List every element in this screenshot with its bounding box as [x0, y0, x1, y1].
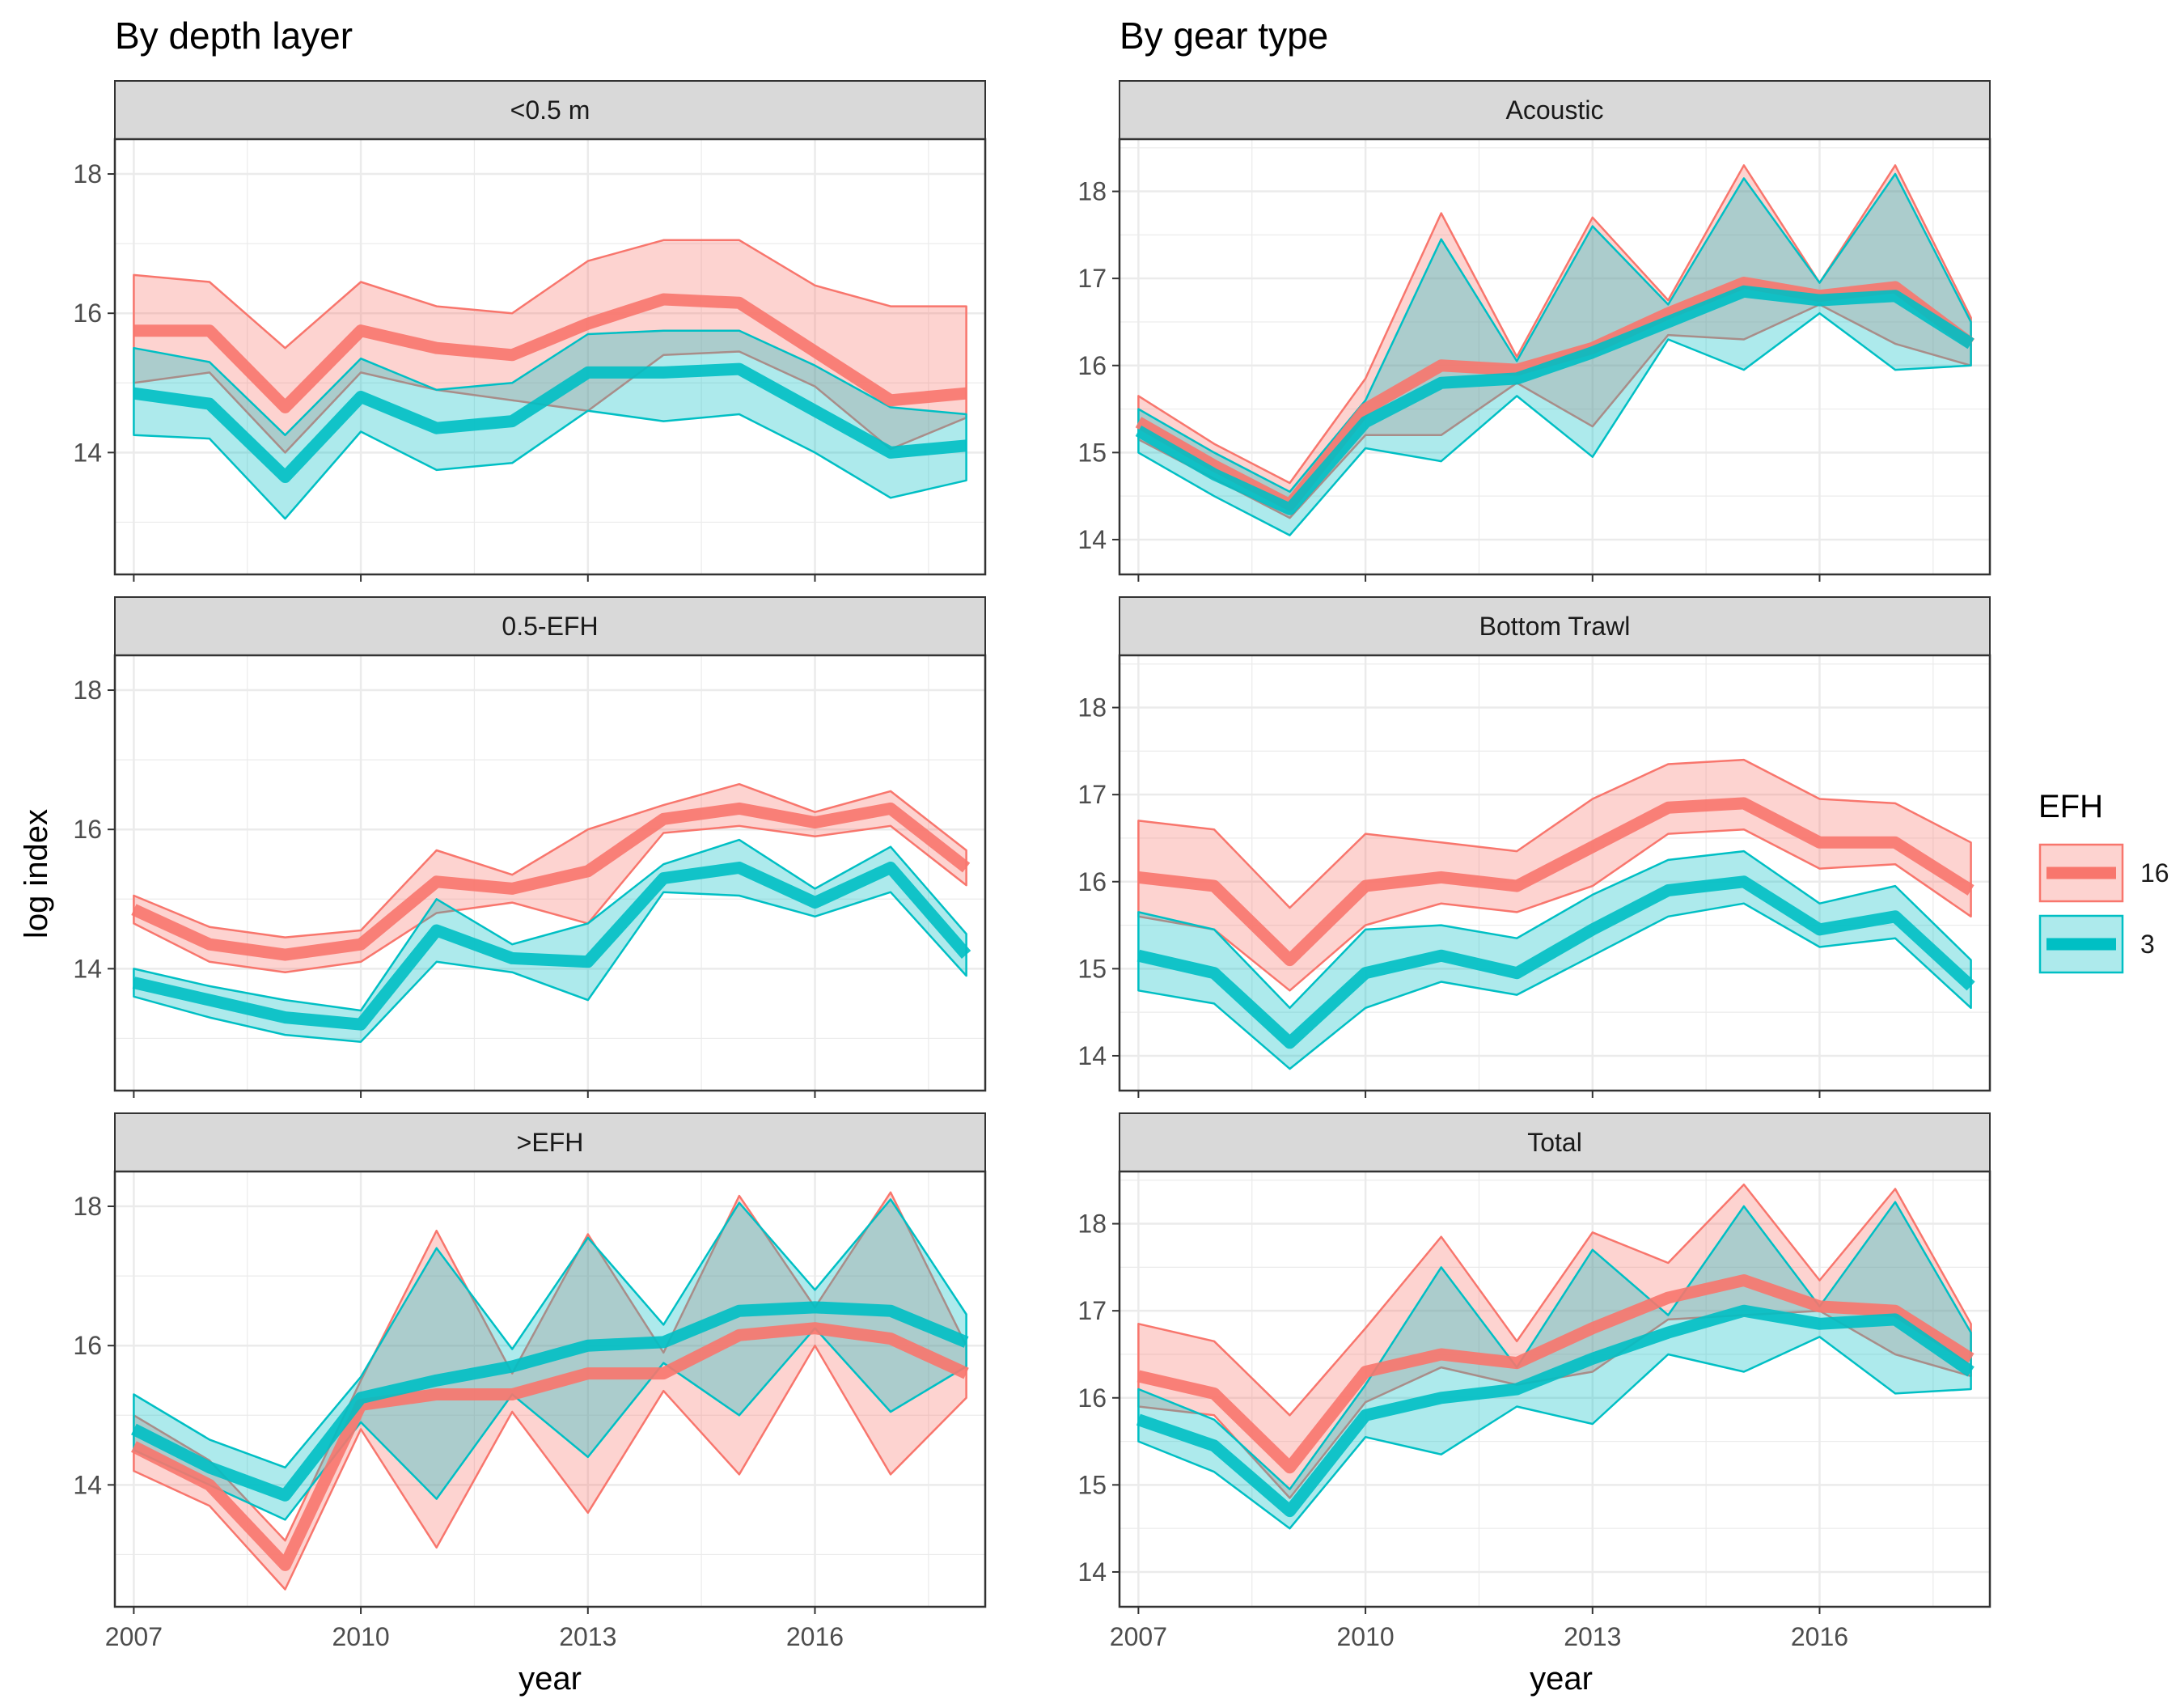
- mean-line-efh-3: [1136, 1304, 1974, 1518]
- y-tick-label: 14: [73, 438, 102, 467]
- legend: EFH 16 3: [2038, 789, 2169, 974]
- y-tick-label: 17: [1077, 780, 1107, 809]
- y-tick-label: 18: [73, 159, 102, 189]
- mean-line-efh-16: [1137, 797, 1974, 967]
- panel-border: [1118, 654, 1991, 1092]
- y-tick-label: 14: [73, 1470, 102, 1499]
- panel-0-5-efh: 0.5-EFH 14 16 18: [73, 596, 987, 1098]
- y-tick-label: 18: [73, 1192, 102, 1221]
- panel-total: Total 14 15 16 17 18 2007 2010 2013 2016: [1077, 1112, 1991, 1651]
- y-tick-label: 14: [1077, 1041, 1107, 1070]
- x-axis-title-right: year: [1530, 1661, 1593, 1697]
- x-tick-label: 2007: [1110, 1622, 1167, 1651]
- strip-total: [1119, 1112, 1991, 1172]
- plot-background: [115, 139, 985, 574]
- mean-line-efh-16: [1136, 1274, 1974, 1474]
- y-tick-label: 16: [1077, 351, 1107, 380]
- y-tick-label: 15: [1077, 438, 1107, 467]
- y-axis-title: log index: [19, 809, 54, 938]
- legend-item-efh-16: 16: [2038, 843, 2169, 903]
- strip-gt-efh: [114, 1112, 986, 1172]
- y-tick-label: 18: [1077, 1210, 1107, 1239]
- mean-line-efh-3: [1135, 285, 1974, 515]
- plot-background: [115, 655, 985, 1091]
- panel-lt-0-5-m: <0.5 m 14 16 18: [73, 80, 987, 582]
- mean-line-efh-3: [132, 862, 971, 1031]
- legend-title: EFH: [2038, 789, 2103, 824]
- x-axis-title-left: year: [518, 1661, 582, 1697]
- y-tick-label: 14: [1077, 1557, 1107, 1587]
- strip-bottom-trawl: [1119, 596, 1991, 656]
- y-tick-label: 16: [1077, 1383, 1107, 1413]
- mean-line-efh-16: [131, 802, 971, 961]
- x-tick-label: 2010: [332, 1622, 389, 1651]
- mean-line-efh-3: [1136, 875, 1975, 1049]
- right-column-title: By gear type: [1120, 15, 1328, 57]
- y-tick-label: 17: [1077, 1296, 1107, 1325]
- mean-line-efh-16: [131, 1322, 969, 1571]
- strip-acoustic: [1119, 80, 1991, 140]
- panel-gt-efh: >EFH 14 16 18 2007 2010 2013 2016: [73, 1112, 987, 1651]
- panel-border: [1118, 1170, 1991, 1608]
- x-tick-label: 2013: [559, 1622, 616, 1651]
- panel-border: [113, 138, 987, 576]
- mean-line-efh-3: [133, 362, 967, 483]
- y-tick-label: 16: [73, 1331, 102, 1360]
- strip-label: <0.5 m: [510, 95, 590, 125]
- legend-keys: 16 3: [2038, 843, 2169, 974]
- strip-label: >EFH: [517, 1128, 584, 1157]
- y-tick-label: 18: [1077, 693, 1107, 722]
- y-tick-label: 16: [1077, 867, 1107, 896]
- y-tick-label: 16: [73, 299, 102, 328]
- gridlines: [115, 1172, 985, 1607]
- facet-panels: <0.5 m 14 16 18 Acoustic 14 15 16 17 18 0.5-EFH 14 1…: [73, 80, 1991, 1651]
- plot-background: [1120, 1172, 1990, 1607]
- legend-item-efh-3: 3: [2038, 914, 2155, 974]
- strip-label: Bottom Trawl: [1479, 612, 1631, 641]
- y-tick-label: 15: [1077, 1470, 1107, 1499]
- mean-line-efh-3: [131, 1301, 969, 1502]
- strip-label: Acoustic: [1506, 95, 1604, 125]
- y-tick-label: 17: [1077, 264, 1107, 293]
- x-tick-label: 2016: [786, 1622, 844, 1651]
- ribbon-efh-3: [1137, 850, 1972, 1070]
- left-column-title: By depth layer: [115, 15, 353, 57]
- x-tick-label: 2013: [1564, 1622, 1621, 1651]
- y-tick-label: 14: [1077, 525, 1107, 554]
- y-tick-label: 18: [73, 676, 102, 705]
- y-tick-label: 18: [1077, 177, 1107, 206]
- ribbon-efh-16: [133, 1191, 967, 1591]
- x-tick-label: 2010: [1336, 1622, 1394, 1651]
- panel-acoustic: Acoustic 14 15 16 17 18: [1077, 80, 1991, 582]
- strip-label: 0.5-EFH: [502, 612, 598, 641]
- y-tick-label: 14: [73, 954, 102, 983]
- ribbon-efh-3: [133, 838, 967, 1043]
- panel-border: [1118, 138, 1991, 576]
- strip-label: Total: [1527, 1128, 1582, 1157]
- y-tick-label: 16: [73, 815, 102, 844]
- panel-bottom-trawl: Bottom Trawl 14 15 16 17 18: [1077, 596, 1991, 1098]
- x-tick-label: 2016: [1791, 1622, 1848, 1651]
- strip-lt-0-5-m: [114, 80, 986, 140]
- legend-label: 16: [2140, 858, 2169, 888]
- y-tick-label: 15: [1077, 954, 1107, 983]
- panel-border: [113, 1170, 987, 1608]
- panel-border: [113, 654, 987, 1092]
- strip-0-5-efh: [114, 596, 986, 656]
- x-tick-label: 2007: [105, 1622, 163, 1651]
- mean-line-efh-16: [133, 293, 967, 413]
- legend-label: 3: [2140, 930, 2155, 959]
